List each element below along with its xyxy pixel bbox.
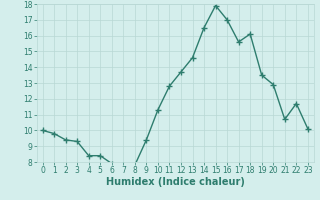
X-axis label: Humidex (Indice chaleur): Humidex (Indice chaleur)	[106, 177, 244, 187]
